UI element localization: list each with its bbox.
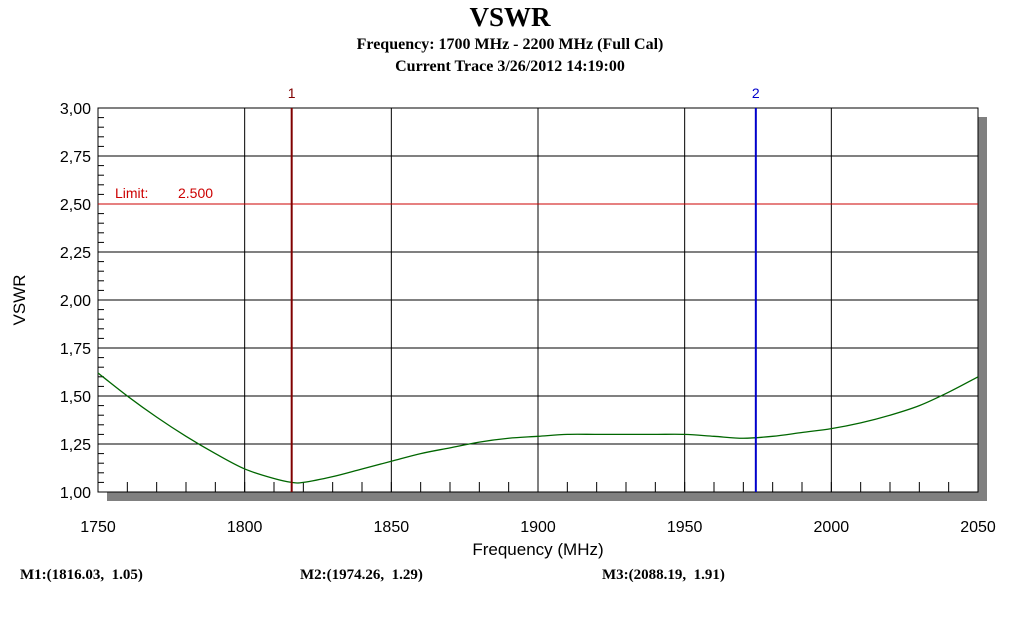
x-tick-label-1: 1800: [227, 519, 263, 536]
y-tick-labels: 1,00 1,25 1,50 1,75 2,00 2,25 2,50 2,75 3,00: [60, 101, 91, 502]
x-axis-title: Frequency (MHz): [472, 540, 603, 559]
y-tick-label-4: 2,00: [60, 293, 91, 310]
x-tick-label-3: 1900: [520, 519, 556, 536]
plot-shadow-bottom: [107, 492, 987, 501]
limit-value: 2.500: [178, 185, 213, 201]
chart-title: VSWR: [469, 2, 551, 32]
limit-group: Limit: 2.500: [98, 185, 978, 205]
marker-readout-m3: M3:(2088.19, 1.91): [602, 567, 725, 583]
marker-readout-m2: M2:(1974.26, 1.29): [300, 567, 423, 583]
y-tick-label-5: 2,25: [60, 245, 91, 262]
marker-label-1: 1: [288, 85, 296, 101]
x-tick-label-2: 1850: [374, 519, 410, 536]
y-tick-label-6: 2,50: [60, 197, 91, 214]
chart-subtitle-frequency: Frequency: 1700 MHz - 2200 MHz (Full Cal…: [356, 36, 664, 53]
x-tick-label-0: 1750: [80, 519, 116, 536]
minor-ticks: [97, 107, 979, 493]
y-tick-label-0: 1,00: [60, 485, 91, 502]
chart-subtitle-trace: Current Trace 3/26/2012 14:19:00: [395, 58, 625, 75]
y-tick-label-7: 2,75: [60, 149, 91, 166]
x-tick-label-4: 1950: [667, 519, 703, 536]
y-tick-label-3: 1,75: [60, 341, 91, 358]
y-tick-label-1: 1,25: [60, 437, 91, 454]
x-tick-labels: 1750 1800 1850 1900 1950 2000 2050: [80, 519, 996, 536]
y-tick-label-8: 3,00: [60, 101, 91, 118]
series-line-vswr: [97, 372, 979, 484]
plot-shadow-right: [978, 117, 987, 500]
x-tick-label-6: 2050: [960, 519, 996, 536]
marker-label-2: 2: [752, 85, 760, 101]
x-tick-label-5: 2000: [814, 519, 850, 536]
marker-readout-m1: M1:(1816.03, 1.05): [20, 567, 143, 583]
y-tick-label-2: 1,50: [60, 389, 91, 406]
limit-label: Limit:: [115, 185, 148, 201]
y-axis-title: VSWR: [10, 275, 29, 326]
